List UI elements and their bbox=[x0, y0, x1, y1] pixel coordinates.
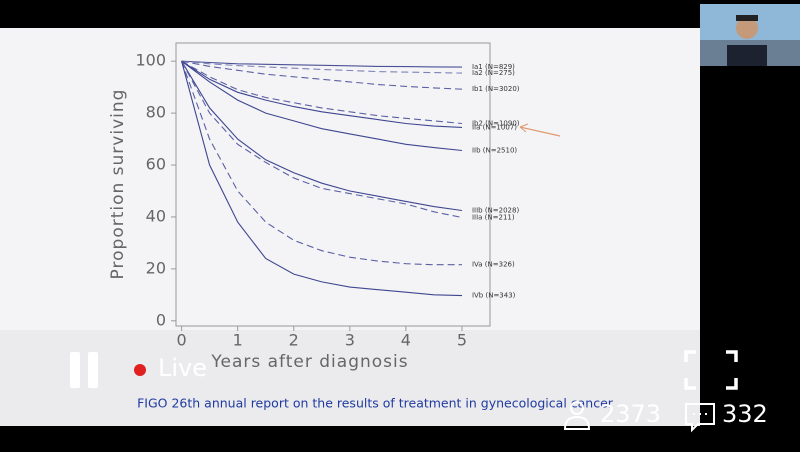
plot: 0 20 40 60 80 100 0 1 2 3 4 5 Ia1 (N=829)Ia2 (N=275)… bbox=[135, 51, 519, 350]
arrow-head bbox=[519, 123, 529, 133]
caption: FIGO 26th annual report on the results o… bbox=[137, 396, 614, 411]
y-tick-label: 0 bbox=[156, 310, 166, 329]
series-label: Ia1 (N=829) bbox=[472, 63, 515, 71]
x-tick-label: 5 bbox=[457, 331, 467, 350]
series-label: IVb (N=343) bbox=[472, 292, 516, 300]
series-label: IIa (N=1007) bbox=[472, 123, 517, 131]
survival-line bbox=[181, 61, 463, 297]
series-label: Ib2 (N=1090) bbox=[472, 119, 520, 127]
series-label: IVa (N=326) bbox=[472, 261, 515, 269]
x-tick-label: 3 bbox=[345, 331, 355, 350]
y-tick-label: 100 bbox=[135, 51, 166, 70]
live-label: Live bbox=[158, 354, 207, 382]
survival-line bbox=[181, 60, 463, 74]
viewer-icon bbox=[563, 401, 591, 430]
series-label: IIIb (N=2028) bbox=[472, 206, 520, 214]
viewer-count: 2373 bbox=[600, 400, 661, 428]
series-label: IIIa (N=211) bbox=[472, 213, 515, 221]
survival-line bbox=[181, 60, 463, 68]
x-tick-label: 2 bbox=[289, 331, 299, 350]
pause-button[interactable] bbox=[70, 352, 98, 388]
y-tick-label: 20 bbox=[146, 258, 166, 277]
x-tick-label: 0 bbox=[177, 331, 187, 350]
x-tick-label: 1 bbox=[233, 331, 243, 350]
webcam bbox=[700, 4, 800, 66]
arrow bbox=[519, 126, 561, 137]
survival-line bbox=[181, 60, 463, 212]
survival-line bbox=[181, 60, 463, 219]
survival-line bbox=[181, 60, 463, 128]
series-label: Ia2 (N=275) bbox=[472, 69, 515, 77]
y-tick-label: 80 bbox=[146, 103, 166, 122]
survival-line bbox=[181, 60, 463, 152]
x-axis-label: Years after diagnosis bbox=[210, 352, 408, 372]
y-tick-label: 60 bbox=[146, 155, 166, 174]
comment-count: 332 bbox=[722, 400, 768, 428]
fullscreen-button[interactable] bbox=[684, 350, 738, 390]
bottom-bar bbox=[0, 426, 800, 452]
survival-line bbox=[181, 61, 462, 266]
y-tick-label: 40 bbox=[146, 206, 166, 225]
survival-line bbox=[181, 60, 463, 125]
plot-frame bbox=[175, 42, 491, 327]
live-dot bbox=[134, 364, 146, 376]
comment-icon[interactable] bbox=[685, 403, 715, 433]
y-axis-label: Proportion surviving bbox=[108, 89, 128, 280]
series-label: IIb (N=2510) bbox=[472, 146, 517, 154]
survival-line bbox=[181, 60, 463, 90]
x-tick-label: 4 bbox=[401, 331, 411, 350]
series-label: Ib1 (N=3020) bbox=[472, 85, 520, 93]
